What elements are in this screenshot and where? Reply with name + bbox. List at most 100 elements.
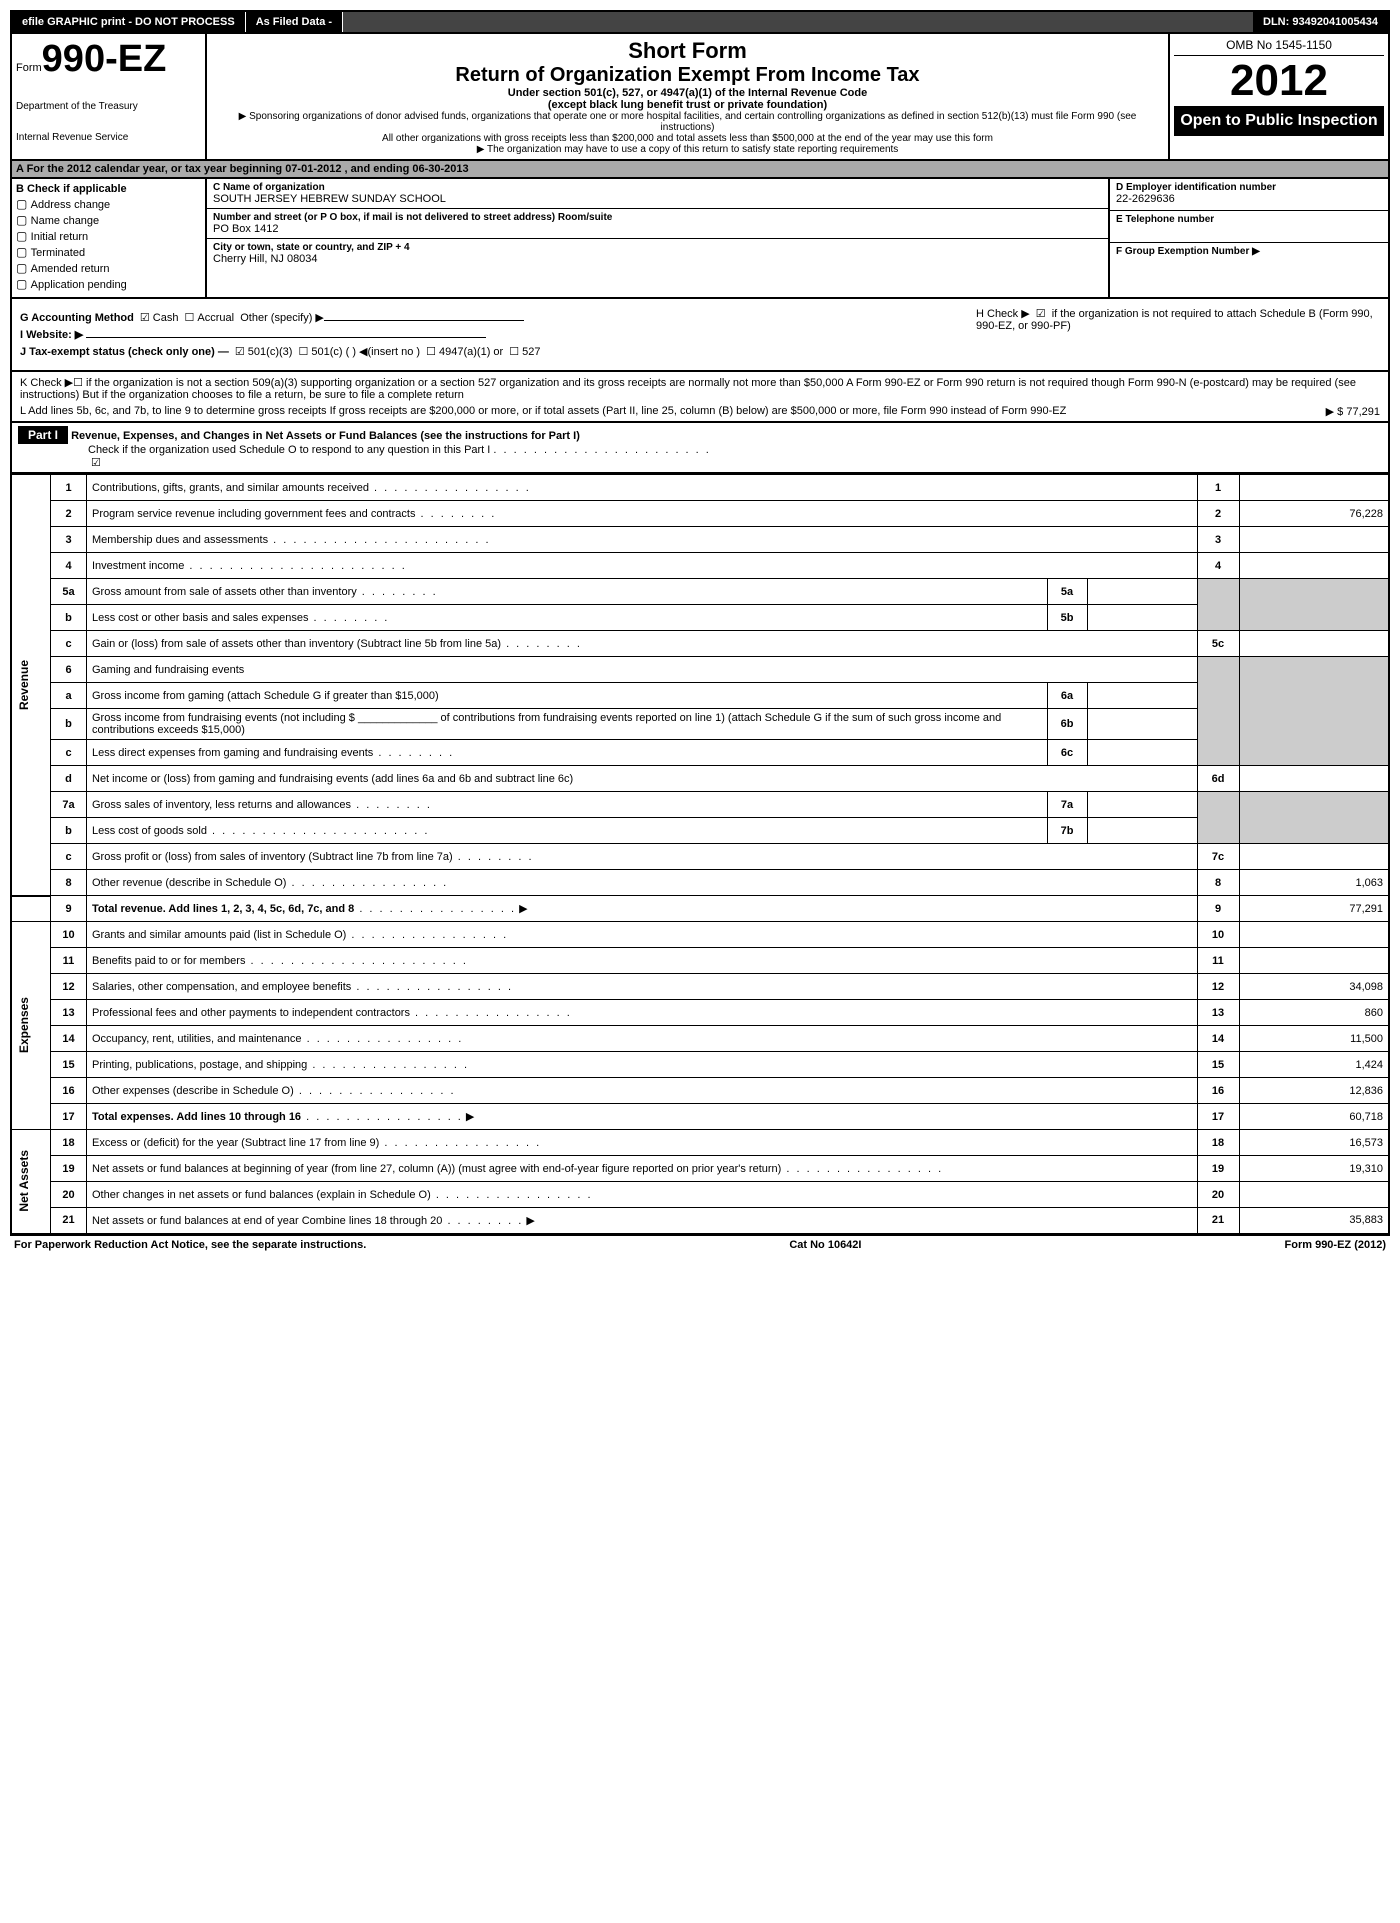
l16-desc: Other expenses (describe in Schedule O) (87, 1078, 1198, 1104)
group-exemption-row: F Group Exemption Number ▶ (1110, 243, 1388, 275)
check-initial-return[interactable]: Initial return (16, 229, 201, 243)
l6b-desc: Gross income from fundraising events (no… (87, 709, 1048, 740)
open-public-badge: Open to Public Inspection (1174, 106, 1384, 136)
l6c-sv (1087, 740, 1197, 766)
footer-row: For Paperwork Reduction Act Notice, see … (10, 1235, 1390, 1254)
i-line: I Website: ▶ (20, 328, 960, 341)
l9-desc: Total revenue. Add lines 1, 2, 3, 4, 5c,… (87, 896, 1198, 922)
l6a-sv (1087, 683, 1197, 709)
line-9: 9 Total revenue. Add lines 1, 2, 3, 4, 5… (11, 896, 1389, 922)
l11-ln: 11 (1197, 948, 1239, 974)
l19-desc: Net assets or fund balances at beginning… (87, 1156, 1198, 1182)
note1: ▶ Sponsoring organizations of donor advi… (213, 111, 1162, 133)
l12-amount: 34,098 (1239, 974, 1389, 1000)
l13-amount: 860 (1239, 1000, 1389, 1026)
dept1: Department of the Treasury (16, 101, 201, 112)
l7a-desc: Gross sales of inventory, less returns a… (87, 792, 1048, 818)
l6b-sv (1087, 709, 1197, 740)
line-6c: c Less direct expenses from gaming and f… (11, 740, 1389, 766)
j-527: 527 (522, 346, 540, 358)
l6-desc: Gaming and fundraising events (87, 657, 1198, 683)
l10-desc: Grants and similar amounts paid (list in… (87, 922, 1198, 948)
line-6a: a Gross income from gaming (attach Sched… (11, 683, 1389, 709)
l3-num: 3 (51, 527, 87, 553)
l7b-sn: 7b (1047, 818, 1087, 844)
l14-amount: 11,500 (1239, 1026, 1389, 1052)
form-prefix: Form (16, 62, 42, 74)
omb-no: OMB No 1545-1150 (1174, 38, 1384, 56)
return-title: Return of Organization Exempt From Incom… (213, 64, 1162, 87)
cash-checkbox[interactable] (137, 312, 153, 324)
l6d-ln: 6d (1197, 766, 1239, 792)
l6c-desc: Less direct expenses from gaming and fun… (87, 740, 1048, 766)
l13-num: 13 (51, 1000, 87, 1026)
part1-checkbox[interactable] (88, 457, 104, 469)
l1-amount (1239, 475, 1389, 501)
banner-spacer (343, 12, 1253, 32)
check-application-pending[interactable]: Application pending (16, 277, 201, 291)
j-501c-checkbox[interactable] (295, 346, 311, 358)
l7c-ln: 7c (1197, 844, 1239, 870)
check-terminated[interactable]: Terminated (16, 245, 201, 259)
short-form-title: Short Form (213, 38, 1162, 64)
l5a-sv (1087, 579, 1197, 605)
l4-amount (1239, 553, 1389, 579)
l2-desc: Program service revenue including govern… (87, 501, 1198, 527)
exclusion: (except black lung benefit trust or priv… (213, 99, 1162, 111)
l17-ln: 17 (1197, 1104, 1239, 1130)
l5-gray-amt (1239, 579, 1389, 631)
l12-num: 12 (51, 974, 87, 1000)
city-label: City or town, state or country, and ZIP … (213, 242, 1102, 253)
h-checkbox[interactable] (1033, 308, 1049, 320)
ein-value: 22-2629636 (1116, 193, 1382, 205)
org-addr-row: Number and street (or P O box, if mail i… (207, 209, 1108, 239)
org-addr: PO Box 1412 (213, 223, 1102, 235)
l10-amount (1239, 922, 1389, 948)
l14-ln: 14 (1197, 1026, 1239, 1052)
j-501c: 501(c) ( ) ◀(insert no ) (311, 346, 420, 358)
l9-ln: 9 (1197, 896, 1239, 922)
line-17: 17 Total expenses. Add lines 10 through … (11, 1104, 1389, 1130)
other-blank[interactable] (324, 320, 524, 321)
efile-label: efile GRAPHIC print - DO NOT PROCESS (12, 12, 246, 32)
l20-num: 20 (51, 1182, 87, 1208)
line-6d: d Net income or (loss) from gaming and f… (11, 766, 1389, 792)
kl-block: K Check ▶☐ if the organization is not a … (10, 372, 1390, 423)
l6c-num: c (51, 740, 87, 766)
ein-row: D Employer identification number 22-2629… (1110, 179, 1388, 211)
form-number: Form990-EZ (16, 38, 201, 81)
line-4: 4 Investment income 4 (11, 553, 1389, 579)
l6d-amount (1239, 766, 1389, 792)
l20-desc: Other changes in net assets or fund bala… (87, 1182, 1198, 1208)
l7a-sn: 7a (1047, 792, 1087, 818)
header-block: Form990-EZ Department of the Treasury In… (10, 34, 1390, 161)
c-label: C Name of organization (213, 182, 1102, 193)
j-line: J Tax-exempt status (check only one) — 5… (20, 345, 960, 358)
asfiled-label: As Filed Data - (246, 12, 343, 32)
check-address-change[interactable]: Address change (16, 197, 201, 211)
l20-amount (1239, 1182, 1389, 1208)
line-13: 13 Professional fees and other payments … (11, 1000, 1389, 1026)
line-8: 8 Other revenue (describe in Schedule O)… (11, 870, 1389, 896)
form-no-big: 990-EZ (42, 38, 167, 80)
j-501c3-checkbox[interactable] (232, 346, 248, 358)
check-b-column: B Check if applicable Address change Nam… (12, 179, 207, 297)
line-7a: 7a Gross sales of inventory, less return… (11, 792, 1389, 818)
j-527-checkbox[interactable] (506, 346, 522, 358)
line-2: 2 Program service revenue including gove… (11, 501, 1389, 527)
check-amended-return[interactable]: Amended return (16, 261, 201, 275)
l5a-num: 5a (51, 579, 87, 605)
j-4947-checkbox[interactable] (423, 346, 439, 358)
h-label: H Check ▶ (976, 308, 1030, 320)
check-name-change[interactable]: Name change (16, 213, 201, 227)
g-label: G Accounting Method (20, 312, 134, 324)
l19-num: 19 (51, 1156, 87, 1182)
website-blank[interactable] (86, 337, 486, 338)
accrual-checkbox[interactable] (182, 312, 198, 324)
note2: All other organizations with gross recei… (213, 133, 1162, 144)
part1-label: Part I (18, 426, 68, 444)
l21-desc: Net assets or fund balances at end of ye… (87, 1208, 1198, 1234)
line-20: 20 Other changes in net assets or fund b… (11, 1182, 1389, 1208)
expenses-side-label: Expenses (11, 922, 51, 1130)
l1-desc: Contributions, gifts, grants, and simila… (87, 475, 1198, 501)
